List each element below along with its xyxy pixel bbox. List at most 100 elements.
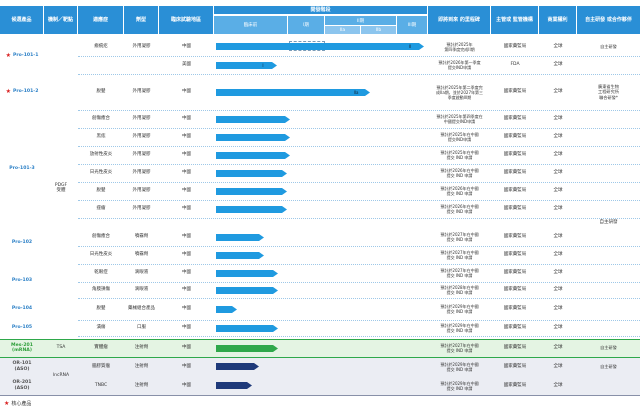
progress-bar <box>216 269 278 277</box>
band-mes <box>0 339 640 357</box>
mechanism-pdgf: PDGF 受體 <box>54 182 68 194</box>
row-rights: 全球 <box>553 89 563 95</box>
product-or-101: OR-101 (ASO) <box>12 361 32 372</box>
row-region: 中國 <box>182 382 191 388</box>
product-pro-101-2: ★ Pro-101-2 <box>5 88 39 96</box>
progress-bar <box>216 344 278 352</box>
progress-badge: II <box>408 44 412 49</box>
row-dosage-form: 口服 <box>137 325 146 331</box>
progress-bar <box>216 133 290 141</box>
product-pro-104: Pro-104 <box>11 306 33 312</box>
header-rights: 商業權利 <box>539 6 577 34</box>
progress-bar <box>216 251 264 259</box>
row-region: 美國 <box>182 62 191 68</box>
row-milestone: 預計於2027年在中國 提交 IND 申請 <box>440 268 479 278</box>
product-or-201: OR-201 (ASO) <box>12 380 32 391</box>
row-region: 中國 <box>182 287 191 293</box>
row-rights: 全球 <box>553 382 563 388</box>
row-milestone: 預計於2029年在中國 提交 IND 申請 <box>440 304 479 314</box>
row-milestone: 預計於2026年在中國 提交 IND 申請 <box>440 186 479 196</box>
row-milestone: 預計於2026年第一季度 提交IND申請 <box>438 60 481 70</box>
row-regulator: 國家藥監局 <box>503 345 527 351</box>
progress-bar <box>216 169 287 177</box>
row-region: 中國 <box>182 43 191 49</box>
row-rights: 全球 <box>553 270 563 276</box>
row-indication: 潰瘍 <box>96 325 106 331</box>
header-mechanism: 機制／靶點 <box>44 6 78 34</box>
progress-bar: IIa <box>216 88 370 96</box>
row-rights: 全球 <box>553 188 563 194</box>
product-pro-103: Pro-103 <box>11 278 33 284</box>
progress-bar <box>216 115 290 123</box>
row-regulator: 國家藥監局 <box>503 325 527 331</box>
product-pro-102: Pro-102 <box>11 240 33 246</box>
row-rights: 全球 <box>553 252 563 258</box>
star-icon: ★ <box>5 51 11 59</box>
progress-bar <box>216 233 264 241</box>
header-indication: 適應症 <box>78 6 124 34</box>
row-rights: 全球 <box>553 134 563 140</box>
row-milestone: 預計於2028年在中國 提交 IND 申請 <box>440 285 479 295</box>
header-stage-group: 開發階段 <box>214 6 428 15</box>
row-regulator: 國家藥監局 <box>503 287 527 293</box>
row-region: 中國 <box>182 116 191 122</box>
row-indication: 腦膠質瘤 <box>92 363 110 369</box>
row-rights: 全球 <box>553 345 563 351</box>
product-mes-201: Mes-201 (mRNA) <box>11 342 33 354</box>
progress-bar <box>216 151 290 159</box>
progress-bar <box>216 187 287 195</box>
row-regulator: 國家藥監局 <box>503 252 527 258</box>
row-milestone: 預計於2025年第四季度在 中國提交IND申請 <box>436 114 483 124</box>
row-milestone: 預計於2025年在中國 提交IND申請 <box>440 132 479 142</box>
row-dosage-form: 外用凝膠 <box>132 188 151 194</box>
row-milestone: 預計於2029年在中國 提交 IND 申請 <box>440 361 479 372</box>
row-dosage-form: 滴眼液 <box>134 270 149 276</box>
row-milestone: 預計於2027年在中國 提交 IND 申請 <box>440 250 479 260</box>
row-region: 中國 <box>182 270 191 276</box>
row-regulator: 國家藥監局 <box>503 89 527 95</box>
row-region: 中國 <box>182 363 191 369</box>
header-region: 臨床試驗地區 <box>159 6 214 34</box>
row-region: 中國 <box>182 89 191 95</box>
header-dosage-form: 劑型 <box>124 6 159 34</box>
row-regulator: 國家藥監局 <box>503 270 527 276</box>
progress-bar: I <box>216 61 277 69</box>
row-milestone: 預計於2025年第二季度完 成IIa期，並於2027年第三 季度啟動III期 <box>436 84 483 100</box>
row-region: 中國 <box>182 252 191 258</box>
row-regulator: 國家藥監局 <box>503 170 527 176</box>
header-preclinical: 臨床前 <box>214 15 288 34</box>
product-pro-101-3: Pro-101-3 <box>9 166 35 172</box>
star-icon: ★ <box>4 399 10 407</box>
header-regulator: 主管或 監管機構 <box>491 6 539 34</box>
row-dosage-form: 注射劑 <box>134 363 149 369</box>
row-regulator: 國家藥監局 <box>503 234 527 240</box>
row-indication: 脫髮 <box>96 188 106 194</box>
row-milestone: 預計於2029年在中國 提交 IND 申請 <box>440 323 479 333</box>
row-milestone: 預計於2026年在中國 提交 IND 申請 <box>440 204 479 214</box>
star-icon: ★ <box>5 88 11 96</box>
row-indication: 日光性皮炎 <box>89 252 113 258</box>
row-regulator: 國家藥監局 <box>503 306 527 312</box>
row-indication: 實體瘤 <box>94 345 108 351</box>
row-region: 中國 <box>182 325 191 331</box>
product-pro-101-1: ★ Pro-101-1 <box>5 51 39 59</box>
progress-bar <box>216 305 237 313</box>
row-indication: 黑痣 <box>96 134 106 140</box>
band-or <box>0 357 640 395</box>
row-regulator: FDA <box>510 62 520 68</box>
row-indication: TNBC <box>94 382 108 388</box>
row-dosage-form: 外用凝膠 <box>132 206 151 212</box>
row-milestone: 預計於2026年在中國 提交 IND 申請 <box>440 168 479 178</box>
row-indication: 痤瘡 <box>96 206 106 212</box>
row-milestone: 預計於2025年 第四季度完成II期 <box>444 41 475 52</box>
row-regulator: 國家藥監局 <box>503 152 527 158</box>
row-milestone: 預計於2025年在中國 提交 IND 申請 <box>440 150 479 160</box>
progress-bar <box>216 382 252 389</box>
row-regulator: 國家藥監局 <box>503 382 527 388</box>
progress-bar <box>216 324 278 332</box>
row-region: 中國 <box>182 234 191 240</box>
row-rights: 全球 <box>553 206 563 212</box>
row-regulator: 國家藥監局 <box>503 206 527 212</box>
header-phase1: I期 <box>288 15 325 34</box>
row-dosage-form: 外用凝膠 <box>132 43 151 49</box>
